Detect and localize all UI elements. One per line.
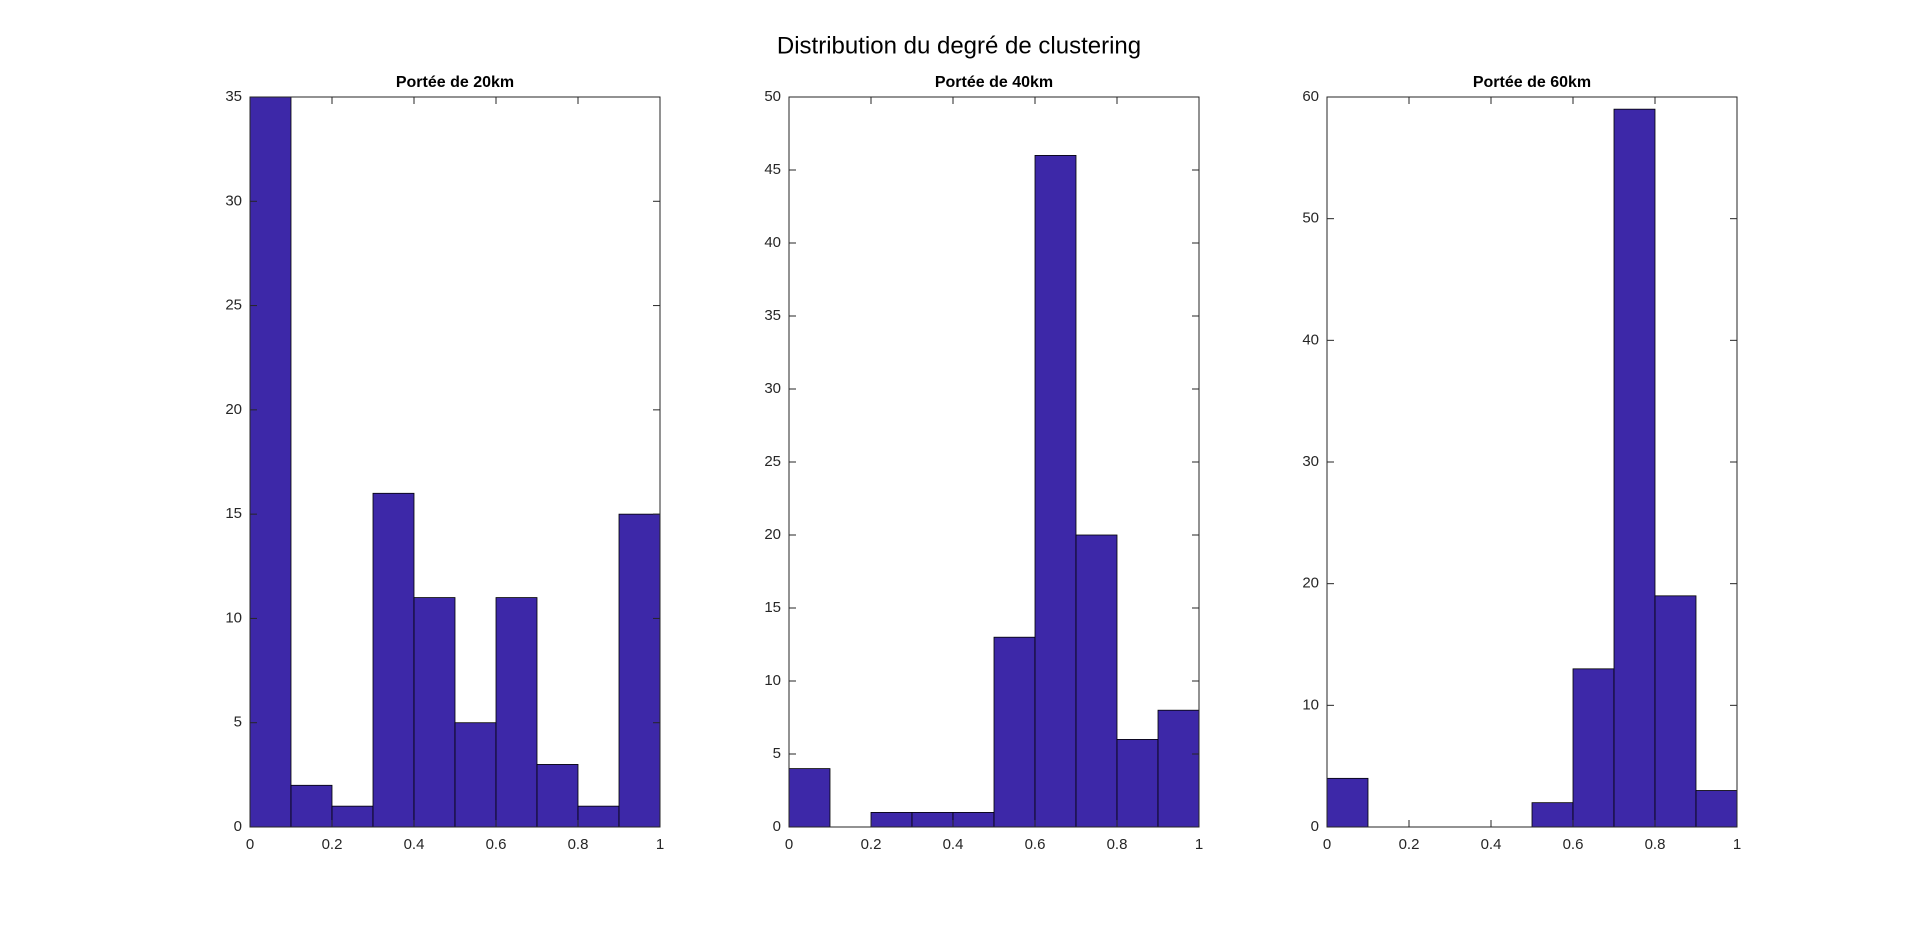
x-tick-label: 0 bbox=[1323, 836, 1331, 853]
bar bbox=[454, 722, 497, 828]
x-tick-label: 1 bbox=[1195, 836, 1203, 853]
bar bbox=[1572, 668, 1615, 828]
bar bbox=[372, 492, 415, 828]
x-tick-label: 1 bbox=[1733, 836, 1741, 853]
y-tick-label: 25 bbox=[764, 453, 781, 470]
bar bbox=[1654, 595, 1697, 828]
bar bbox=[290, 784, 333, 828]
y-tick-label: 0 bbox=[1311, 818, 1319, 835]
bar bbox=[1116, 739, 1159, 828]
y-tick-label: 20 bbox=[764, 526, 781, 543]
y-tick-label: 15 bbox=[764, 599, 781, 616]
y-tick-label: 20 bbox=[225, 401, 242, 418]
y-tick-label: 60 bbox=[1302, 88, 1319, 105]
x-tick-label: 0.8 bbox=[1645, 836, 1666, 853]
x-tick-label: 0 bbox=[246, 836, 254, 853]
y-tick-label: 35 bbox=[225, 88, 242, 105]
x-tick-label: 1 bbox=[656, 836, 664, 853]
bar bbox=[249, 96, 292, 828]
bar bbox=[536, 764, 579, 828]
x-tick-label: 0.6 bbox=[1563, 836, 1584, 853]
y-tick-label: 30 bbox=[225, 192, 242, 209]
x-tick-label: 0.4 bbox=[1481, 836, 1502, 853]
y-tick-label: 5 bbox=[234, 714, 242, 731]
bar bbox=[1326, 777, 1369, 828]
x-tick-label: 0 bbox=[785, 836, 793, 853]
bar bbox=[1034, 154, 1077, 828]
x-tick-label: 0.8 bbox=[568, 836, 589, 853]
y-tick-label: 30 bbox=[1302, 453, 1319, 470]
y-tick-label: 5 bbox=[773, 745, 781, 762]
bar bbox=[1695, 790, 1738, 828]
bar bbox=[788, 768, 831, 828]
bar bbox=[1531, 802, 1574, 828]
bar bbox=[911, 812, 954, 828]
bar bbox=[618, 513, 661, 828]
y-tick-label: 15 bbox=[225, 505, 242, 522]
y-tick-label: 10 bbox=[764, 672, 781, 689]
bar bbox=[1075, 534, 1118, 828]
subplot-title: Portée de 20km bbox=[396, 74, 514, 91]
y-tick-label: 25 bbox=[225, 297, 242, 314]
y-tick-label: 10 bbox=[225, 609, 242, 626]
bar bbox=[331, 805, 374, 828]
subplot-title: Portée de 60km bbox=[1473, 74, 1591, 91]
x-tick-label: 0.2 bbox=[861, 836, 882, 853]
x-tick-label: 0.6 bbox=[486, 836, 507, 853]
y-tick-label: 30 bbox=[764, 380, 781, 397]
y-tick-label: 0 bbox=[234, 818, 242, 835]
x-tick-label: 0.2 bbox=[322, 836, 343, 853]
y-tick-label: 40 bbox=[764, 234, 781, 251]
subplot-title: Portée de 40km bbox=[935, 74, 1053, 91]
bar bbox=[952, 812, 995, 828]
x-tick-label: 0.4 bbox=[404, 836, 425, 853]
x-tick-label: 0.8 bbox=[1107, 836, 1128, 853]
figure-title: Distribution du degré de clustering bbox=[777, 32, 1141, 59]
y-tick-label: 10 bbox=[1302, 696, 1319, 713]
bar bbox=[1613, 108, 1656, 828]
bar bbox=[577, 805, 620, 828]
x-tick-label: 0.6 bbox=[1025, 836, 1046, 853]
bar bbox=[870, 812, 913, 828]
bar bbox=[1157, 709, 1200, 828]
y-tick-label: 45 bbox=[764, 161, 781, 178]
y-tick-label: 0 bbox=[773, 818, 781, 835]
y-tick-label: 40 bbox=[1302, 331, 1319, 348]
bar bbox=[993, 636, 1036, 828]
y-tick-label: 50 bbox=[764, 88, 781, 105]
axes-box bbox=[249, 96, 661, 828]
y-tick-label: 35 bbox=[764, 307, 781, 324]
y-tick-label: 50 bbox=[1302, 210, 1319, 227]
x-tick-label: 0.4 bbox=[943, 836, 964, 853]
bar bbox=[495, 597, 538, 828]
y-tick-label: 20 bbox=[1302, 575, 1319, 592]
x-tick-label: 0.2 bbox=[1399, 836, 1420, 853]
bar bbox=[413, 597, 456, 828]
